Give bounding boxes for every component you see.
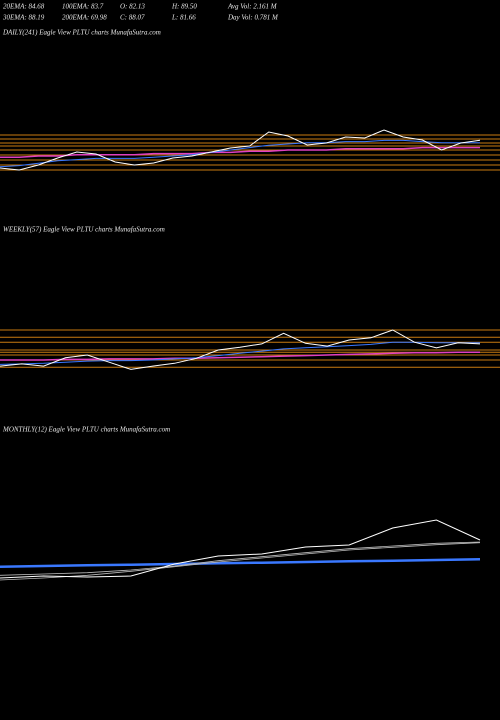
price-line bbox=[0, 351, 480, 361]
stat-label: H: 89.50 bbox=[171, 3, 197, 11]
price-line bbox=[0, 129, 481, 171]
stat-label: 200EMA: 69.98 bbox=[62, 14, 107, 22]
price-line bbox=[0, 341, 480, 365]
stat-label: 100EMA: 83.7 bbox=[62, 3, 104, 11]
stat-label: Day Vol: 0.781 M bbox=[227, 14, 279, 22]
stat-label: Avg Vol: 2.161 M bbox=[227, 3, 278, 11]
price-line bbox=[0, 139, 480, 168]
price-line bbox=[0, 558, 481, 568]
stat-label: 30EMA: 88.19 bbox=[2, 14, 45, 22]
stat-label: O: 82.13 bbox=[120, 3, 145, 11]
panel-title: MONTHLY(12) Eagle View PLTU charts Munaf… bbox=[2, 426, 170, 434]
price-line bbox=[0, 329, 481, 370]
stat-label: 20EMA: 84.68 bbox=[3, 3, 45, 11]
price-line bbox=[0, 542, 481, 581]
price-line bbox=[0, 519, 481, 579]
panel-title: WEEKLY(57) Eagle View PLTU charts Munafa… bbox=[3, 226, 165, 234]
stat-label: L: 81.66 bbox=[171, 14, 196, 22]
panel-title: DAILY(241) Eagle View PLTU charts Munafa… bbox=[2, 29, 161, 37]
price-line bbox=[0, 541, 481, 576]
price-line bbox=[0, 146, 480, 158]
stat-label: C: 88.07 bbox=[120, 14, 145, 22]
